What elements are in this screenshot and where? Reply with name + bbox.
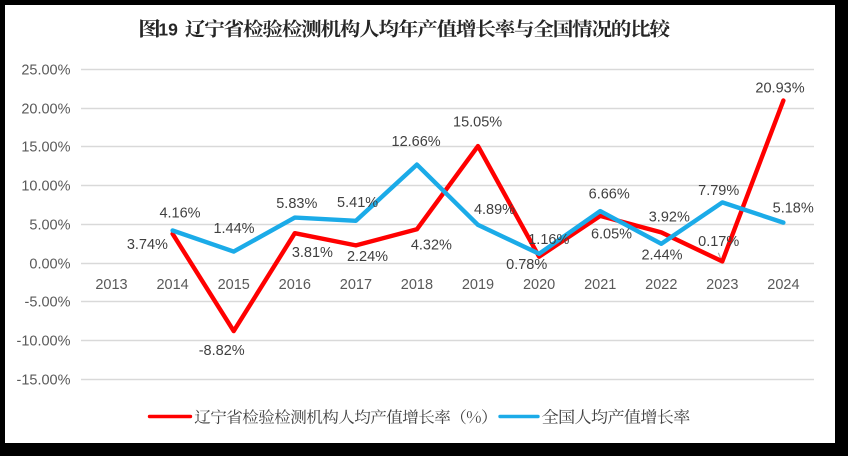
svg-text:3.81%: 3.81% — [292, 245, 333, 261]
svg-text:2017: 2017 — [340, 277, 372, 293]
svg-text:5.41%: 5.41% — [337, 195, 378, 211]
svg-text:0.78%: 0.78% — [506, 257, 547, 273]
svg-text:4.89%: 4.89% — [474, 202, 515, 218]
svg-text:6.66%: 6.66% — [589, 187, 630, 203]
svg-text:-5.00%: -5.00% — [25, 295, 71, 311]
svg-text:1.44%: 1.44% — [213, 221, 254, 237]
svg-text:5.00%: 5.00% — [29, 218, 70, 234]
svg-text:2016: 2016 — [279, 277, 311, 293]
svg-text:2020: 2020 — [523, 277, 555, 293]
svg-text:2014: 2014 — [156, 277, 188, 293]
svg-text:2.24%: 2.24% — [347, 249, 388, 265]
svg-text:2015: 2015 — [218, 277, 250, 293]
svg-text:2024: 2024 — [767, 277, 799, 293]
svg-text:2022: 2022 — [645, 277, 677, 293]
svg-text:2013: 2013 — [95, 277, 127, 293]
svg-text:4.16%: 4.16% — [159, 206, 200, 222]
svg-text:-15.00%: -15.00% — [16, 373, 70, 389]
svg-text:3.92%: 3.92% — [649, 210, 690, 226]
svg-text:-8.82%: -8.82% — [199, 343, 245, 359]
svg-text:3.74%: 3.74% — [127, 237, 168, 253]
svg-text:20.93%: 20.93% — [755, 81, 804, 97]
svg-text:7.79%: 7.79% — [698, 183, 739, 199]
svg-text:5.18%: 5.18% — [773, 200, 814, 216]
svg-text:19: 19 — [158, 20, 178, 40]
svg-text:6.05%: 6.05% — [591, 226, 632, 242]
svg-text:12.66%: 12.66% — [392, 134, 441, 150]
svg-text:5.83%: 5.83% — [276, 196, 317, 212]
svg-text:0.17%: 0.17% — [698, 234, 739, 250]
svg-text:2023: 2023 — [706, 277, 738, 293]
svg-text:10.00%: 10.00% — [21, 179, 70, 195]
svg-text:4.32%: 4.32% — [411, 238, 452, 254]
svg-text:20.00%: 20.00% — [21, 102, 70, 118]
svg-text:25.00%: 25.00% — [21, 63, 70, 79]
svg-text:1.16%: 1.16% — [528, 232, 569, 248]
svg-text:2019: 2019 — [462, 277, 494, 293]
svg-text:-10.00%: -10.00% — [16, 334, 70, 350]
svg-text:15.05%: 15.05% — [453, 115, 502, 131]
svg-text:2018: 2018 — [401, 277, 433, 293]
svg-text:2.44%: 2.44% — [641, 248, 682, 264]
svg-text:15.00%: 15.00% — [21, 140, 70, 156]
svg-text:0.00%: 0.00% — [29, 257, 70, 273]
svg-text:2021: 2021 — [584, 277, 616, 293]
